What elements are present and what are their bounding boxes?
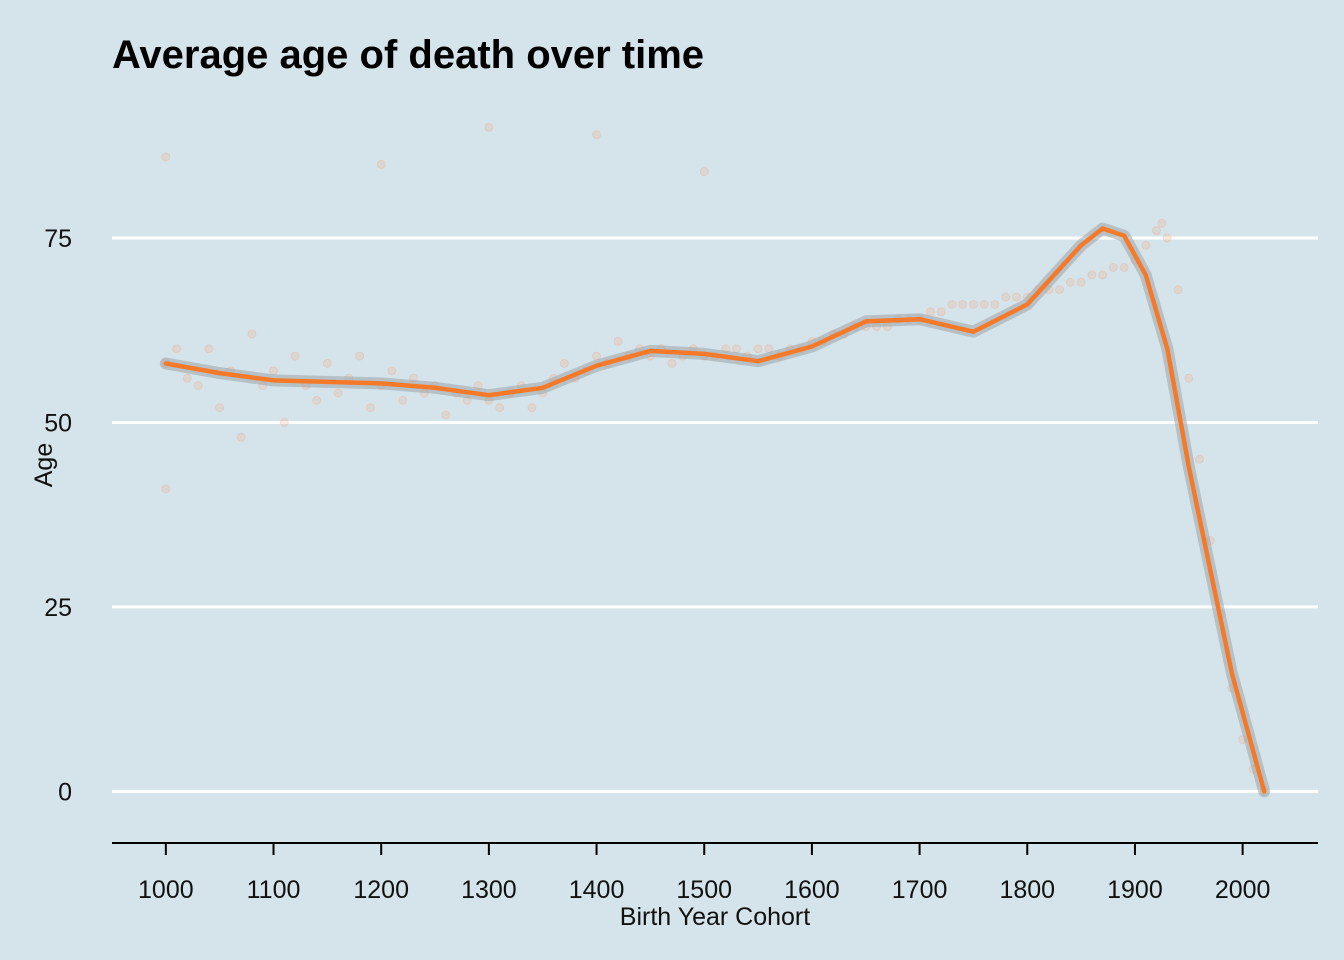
- data-point: [193, 381, 203, 391]
- data-point: [215, 403, 225, 413]
- data-point: [1157, 218, 1167, 228]
- x-tick-label-1200: 1200: [353, 876, 409, 904]
- data-point: [592, 130, 602, 140]
- y-axis: 0 25 50 75: [44, 225, 72, 806]
- data-point: [1151, 226, 1161, 236]
- data-point: [979, 299, 989, 309]
- data-point: [1055, 285, 1065, 295]
- x-axis-label: Birth Year Cohort: [620, 903, 810, 931]
- data-point: [441, 410, 451, 420]
- y-tick-label-50: 50: [44, 409, 72, 437]
- data-point: [161, 152, 171, 162]
- data-point: [1001, 292, 1011, 302]
- data-point: [247, 329, 257, 339]
- data-point: [236, 432, 246, 442]
- data-point: [365, 403, 375, 413]
- y-tick-label-0: 0: [58, 778, 72, 806]
- data-point: [312, 395, 322, 405]
- x-tick-label-1000: 1000: [138, 876, 194, 904]
- data-point: [990, 299, 1000, 309]
- data-point: [387, 366, 397, 376]
- data-point: [1173, 285, 1183, 295]
- data-point: [495, 403, 505, 413]
- data-point: [699, 167, 709, 177]
- y-tick-label-25: 25: [44, 594, 72, 622]
- y-tick-label-75: 75: [44, 225, 72, 253]
- x-tick-label-1100: 1100: [247, 876, 301, 904]
- data-point: [1184, 373, 1194, 383]
- data-point: [925, 307, 935, 317]
- data-point: [290, 351, 300, 361]
- data-point: [398, 395, 408, 405]
- y-axis-label: Age: [30, 443, 58, 487]
- data-point: [376, 159, 386, 169]
- data-point: [1065, 277, 1075, 287]
- data-point: [613, 336, 623, 346]
- data-point: [936, 307, 946, 317]
- data-point: [667, 358, 677, 368]
- data-point: [182, 373, 192, 383]
- x-tick-label-1900: 1900: [1107, 876, 1163, 904]
- data-point: [204, 344, 214, 354]
- data-point: [269, 366, 279, 376]
- x-tick-label-1700: 1700: [892, 876, 948, 904]
- data-point: [968, 299, 978, 309]
- smooth-line: [163, 226, 1267, 794]
- x-tick-label-1500: 1500: [676, 876, 732, 904]
- x-axis: 1000 1100 1200 1300 1400 1500 1600 1700 1800 1900…: [112, 842, 1318, 904]
- x-tick-label-2000: 2000: [1215, 876, 1271, 904]
- data-point: [1195, 454, 1205, 464]
- data-point: [322, 358, 332, 368]
- data-point: [279, 417, 289, 427]
- data-point: [559, 358, 569, 368]
- data-point: [1108, 263, 1118, 273]
- x-tick-label-1600: 1600: [784, 876, 840, 904]
- data-point: [1098, 270, 1108, 280]
- data-point: [355, 351, 365, 361]
- data-point: [947, 299, 957, 309]
- data-point: [732, 344, 742, 354]
- x-tick-label-1300: 1300: [461, 876, 517, 904]
- data-point: [333, 388, 343, 398]
- data-point: [1119, 263, 1129, 273]
- data-point: [1012, 292, 1021, 302]
- data-point: [484, 122, 494, 132]
- data-point: [1162, 233, 1172, 243]
- chart-title: Average age of death over time: [112, 33, 704, 77]
- data-point: [753, 344, 763, 354]
- data-point: [161, 484, 171, 494]
- x-tick-label-1400: 1400: [569, 876, 625, 904]
- data-point: [527, 403, 537, 413]
- data-point: [958, 299, 968, 309]
- data-point: [1141, 240, 1151, 250]
- data-point: [172, 344, 182, 354]
- x-tick-label-1800: 1800: [999, 876, 1055, 904]
- data-point: [1087, 270, 1097, 280]
- smooth-line-path: [163, 226, 1267, 794]
- data-point: [1076, 277, 1086, 287]
